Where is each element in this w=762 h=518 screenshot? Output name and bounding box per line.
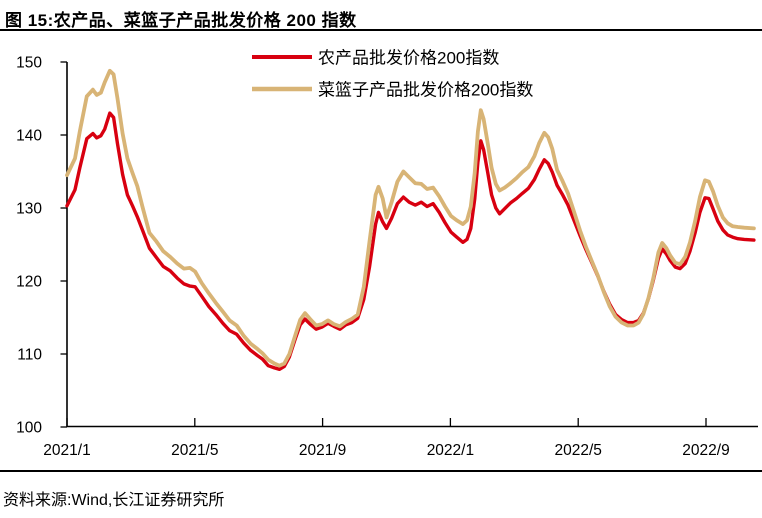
legend-label-2: 菜篮子产品批发价格200指数 (318, 81, 533, 100)
y-tick-label: 100 (16, 420, 42, 437)
x-tick-label: 2022/1 (427, 442, 474, 459)
legend-label-1: 农产品批发价格200指数 (318, 49, 499, 68)
y-tick-label: 140 (16, 128, 42, 145)
y-tick-label: 150 (16, 55, 42, 72)
series-line-2 (65, 68, 756, 368)
y-tick-label: 130 (16, 201, 42, 218)
figure-title: 图 15:农产品、菜篮子产品批发价格 200 指数 (5, 11, 357, 30)
x-tick-label: 2022/5 (554, 442, 601, 459)
y-tick-label: 110 (17, 347, 42, 364)
x-tick-label: 2021/5 (171, 442, 218, 459)
source-note: 资料来源:Wind,长江证券研究所 (3, 492, 225, 509)
title-divider (0, 29, 762, 31)
series-line-1 (65, 111, 756, 371)
x-tick-label: 2021/1 (43, 442, 90, 459)
x-tick-label: 2022/9 (682, 442, 729, 459)
y-tick-label: 120 (16, 274, 42, 291)
source-divider (0, 470, 762, 472)
x-tick-label: 2021/9 (299, 442, 346, 459)
